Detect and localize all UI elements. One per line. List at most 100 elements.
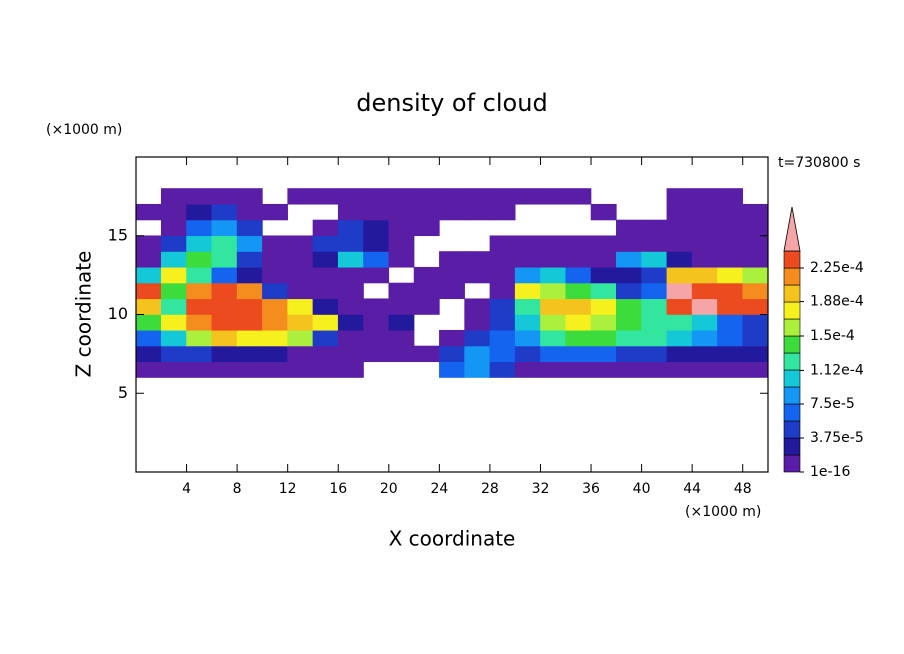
contour-cell xyxy=(590,361,617,378)
contour-cell xyxy=(312,282,339,300)
y-tick-label: 5 xyxy=(118,383,128,402)
colorbar-label: 1.5e-4 xyxy=(810,328,855,344)
contour-cell xyxy=(565,282,592,300)
contour-cell xyxy=(742,345,769,363)
contour-cell xyxy=(186,266,213,284)
colorbar-band xyxy=(783,335,801,354)
contour-cell xyxy=(742,298,769,315)
colorbar-band xyxy=(783,437,801,456)
contour-cell xyxy=(337,219,364,237)
x-tick-label: 12 xyxy=(279,481,297,497)
contour-cell xyxy=(236,298,263,315)
contour-cell xyxy=(514,329,541,347)
contour-cell xyxy=(160,282,187,300)
contour-cell xyxy=(287,235,314,252)
contour-cell xyxy=(135,235,162,252)
contour-cell xyxy=(717,266,744,284)
contour-cell xyxy=(489,188,516,205)
contour-cell xyxy=(287,266,314,284)
contour-cell xyxy=(565,329,592,347)
contour-cell xyxy=(287,329,314,347)
colorbar-over xyxy=(783,206,801,252)
contour-cell xyxy=(616,314,642,331)
contour-cell xyxy=(337,188,364,205)
contour-cell xyxy=(363,219,390,237)
contour-cell xyxy=(363,314,390,331)
contour-cell xyxy=(565,251,592,268)
contour-cell xyxy=(540,314,567,331)
contour-cell xyxy=(135,298,162,315)
contour-cell xyxy=(312,314,339,331)
contour-cell xyxy=(236,219,263,237)
contour-cell xyxy=(413,219,440,237)
contour-cell xyxy=(641,235,668,252)
colorbar-label: 1e-16 xyxy=(810,464,850,480)
x-axis-title: X coordinate xyxy=(389,527,516,551)
contour-cell xyxy=(337,251,364,268)
contour-cell xyxy=(186,329,213,347)
contour-cell xyxy=(337,329,364,347)
contour-cell xyxy=(489,282,516,300)
contour-cell xyxy=(616,282,642,300)
contour-cell xyxy=(742,251,769,268)
colorbar-band xyxy=(783,301,801,320)
contour-cell xyxy=(312,266,339,284)
contour-cell xyxy=(590,329,617,347)
colorbar-label: 2.25e-4 xyxy=(810,260,864,276)
x-tick-label: 44 xyxy=(683,481,701,497)
contour-cell xyxy=(211,219,238,237)
contour-cell xyxy=(160,329,187,347)
contour-cell xyxy=(514,361,541,378)
contour-cell xyxy=(388,235,415,252)
contour-cell xyxy=(262,361,288,378)
contour-cell xyxy=(742,219,769,237)
contour-cell xyxy=(186,282,213,300)
contour-cell xyxy=(439,251,465,268)
contour-cell xyxy=(363,235,390,252)
contour-cell xyxy=(565,361,592,378)
contour-cell xyxy=(363,329,390,347)
contour-cell xyxy=(666,329,693,347)
y-tick-label: 15 xyxy=(108,225,128,244)
contour-cell xyxy=(312,361,339,378)
contour-cell xyxy=(135,203,162,221)
contour-cell xyxy=(160,219,187,237)
y-tick-label: 10 xyxy=(108,304,128,323)
contour-cell xyxy=(388,314,415,331)
contour-cell xyxy=(236,203,263,221)
contour-cell xyxy=(590,251,617,268)
contour-cell xyxy=(666,361,693,378)
contour-cell xyxy=(413,298,440,315)
colorbar-band xyxy=(783,250,801,269)
contour-cell xyxy=(363,298,390,315)
contour-cell xyxy=(312,345,339,363)
contour-cell xyxy=(717,314,744,331)
contour-cell xyxy=(540,188,567,205)
contour-cell xyxy=(186,219,213,237)
contour-cell xyxy=(160,203,187,221)
contour-cell xyxy=(590,298,617,315)
contour-cell xyxy=(641,282,668,300)
contour-cell xyxy=(211,188,238,205)
x-tick-label: 4 xyxy=(182,481,191,497)
contour-cell xyxy=(666,266,693,284)
contour-cell xyxy=(540,329,567,347)
x-tick-label: 40 xyxy=(633,481,651,497)
contour-cell xyxy=(717,361,744,378)
contour-cell xyxy=(464,329,491,347)
contour-cell xyxy=(413,266,440,284)
y-unit: (×1000 m) xyxy=(46,122,122,138)
contour-cell xyxy=(439,203,465,221)
contour-cell xyxy=(236,235,263,252)
contour-cell xyxy=(691,188,718,205)
y-axis-title: Z coordinate xyxy=(72,251,96,378)
x-tick-label: 16 xyxy=(329,481,347,497)
contour-cell xyxy=(464,345,491,363)
contour-cell xyxy=(565,235,592,252)
contour-cell xyxy=(211,251,238,268)
contour-cell xyxy=(413,188,440,205)
contour-cell xyxy=(742,282,769,300)
contour-cell xyxy=(186,298,213,315)
contour-cell xyxy=(489,298,516,315)
contour-cell xyxy=(262,282,288,300)
